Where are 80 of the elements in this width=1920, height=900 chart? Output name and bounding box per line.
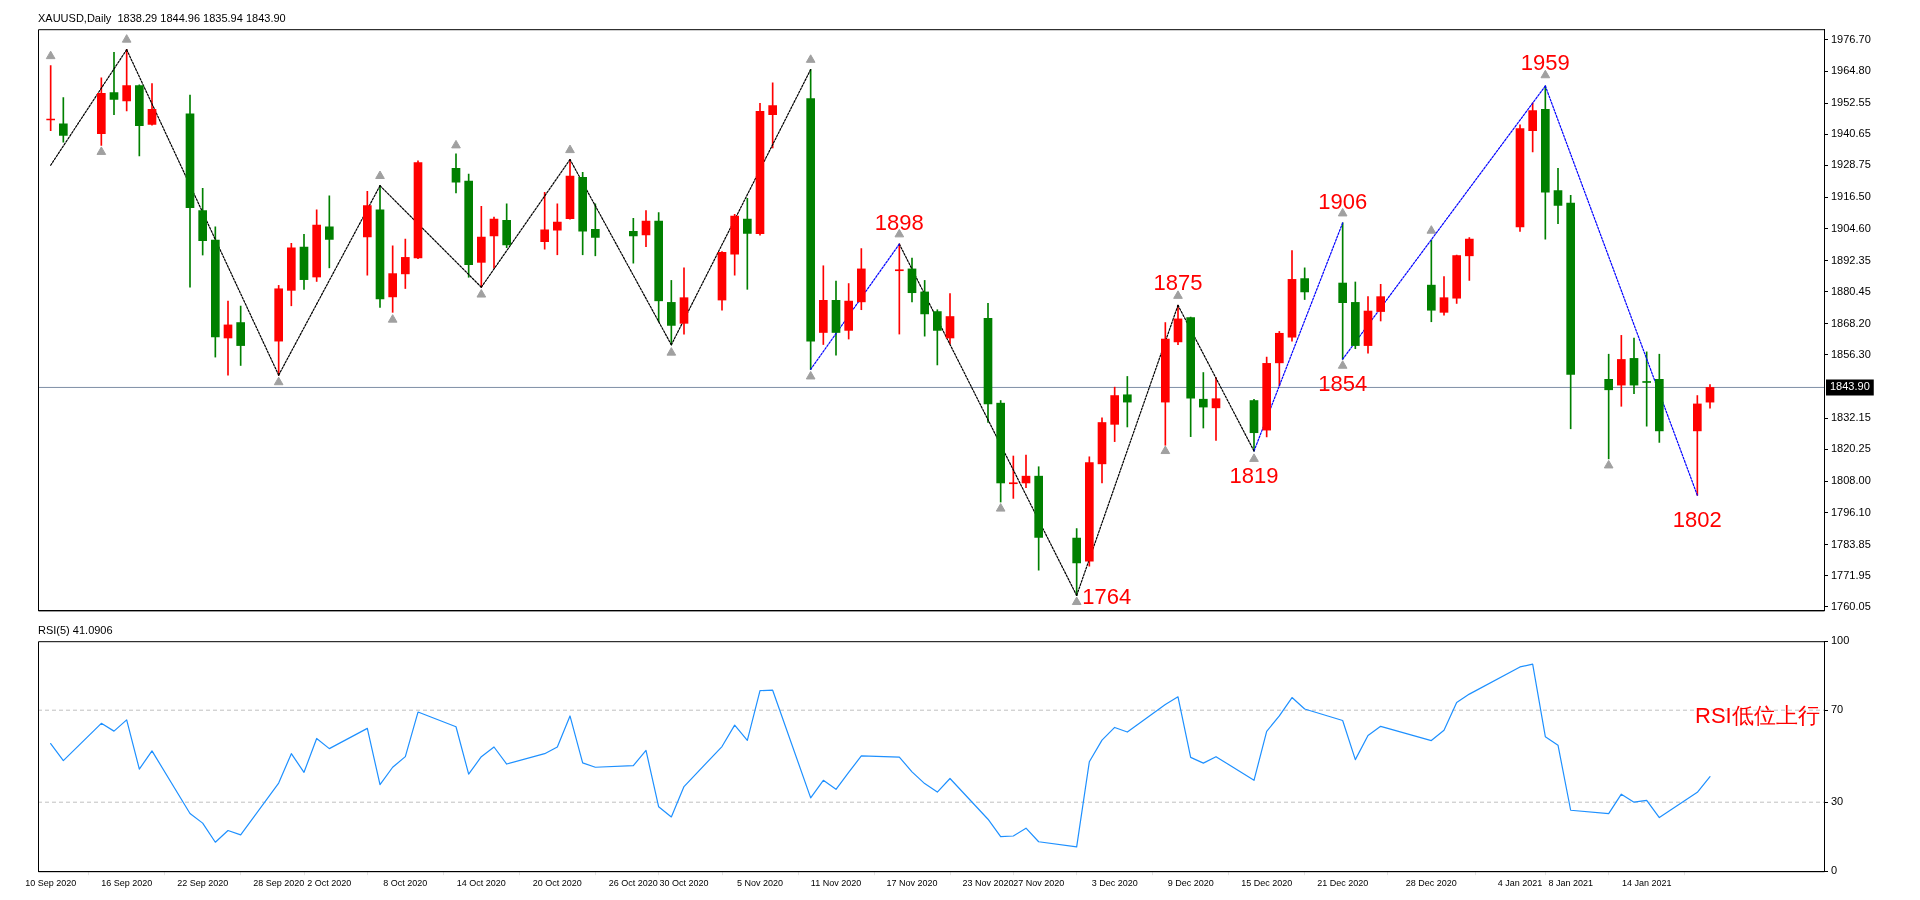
- x-tick-label: 22 Sep 2020: [177, 878, 229, 889]
- point: [1603, 459, 1614, 469]
- y-tick-label: 0: [1831, 864, 1838, 877]
- point: [121, 34, 132, 43]
- x-tick-label: 4 Jan 2021: [1497, 878, 1543, 889]
- annotation: RSI低位上行: [1695, 703, 1820, 729]
- point: [476, 289, 487, 298]
- point: [805, 54, 816, 63]
- y-tick-label: 1856.30: [1831, 348, 1871, 361]
- x-tick-label: 20 Oct 2020: [532, 878, 582, 889]
- x-tick-label: 8 Jan 2021: [1548, 878, 1593, 889]
- x-tick-label: 26 Oct 2020: [608, 878, 658, 889]
- candlestick: [1211, 377, 1221, 441]
- y-tick-label: 1820.25: [1831, 442, 1871, 455]
- x-tick-label: 2 Oct 2020: [307, 878, 352, 889]
- point: [45, 50, 56, 60]
- x-tick-label: 28 Sep 2020: [253, 878, 305, 889]
- annotation: 1959: [1520, 50, 1570, 76]
- x-tick-label: 27 Nov 2020: [1013, 878, 1065, 889]
- y-tick-label: 1892.35: [1831, 253, 1871, 266]
- x-tick-label: 10 Sep 2020: [25, 878, 77, 889]
- annotation: 1875: [1153, 270, 1203, 296]
- y-tick-label: 1952.55: [1831, 96, 1871, 109]
- y-tick-label: 1964.80: [1831, 64, 1871, 77]
- x-tick-label: 15 Dec 2020: [1241, 878, 1293, 889]
- y-tick-label: 1760.05: [1831, 599, 1871, 612]
- annotation: 1819: [1229, 462, 1279, 488]
- annotation: 1802: [1672, 507, 1722, 533]
- y-tick-label: 1796.10: [1831, 505, 1871, 518]
- y-tick-label: 1976.70: [1831, 32, 1871, 45]
- x-tick-label: 11 Nov 2020: [810, 878, 862, 889]
- point: [565, 144, 575, 154]
- x-tick-label: 21 Dec 2020: [1317, 878, 1369, 889]
- x-tick-label: 9 Dec 2020: [1167, 878, 1214, 889]
- x-tick-label: 3 Dec 2020: [1091, 878, 1138, 889]
- point: [1173, 290, 1183, 299]
- x-tick-label: 14 Oct 2020: [456, 878, 506, 889]
- x-tick-label: 23 Nov 2020: [962, 878, 1014, 889]
- point: [451, 139, 461, 149]
- chart-title: XAUUSD,Daily 1838.29 1844.96 1835.94 1843.90: [38, 11, 286, 24]
- point: [1337, 360, 1348, 369]
- y-tick-label: 1808.00: [1831, 474, 1871, 487]
- y-tick-label: 1783.85: [1831, 537, 1871, 550]
- point: [1071, 596, 1082, 606]
- chart-title: RSI(5) 41.0906: [38, 623, 113, 636]
- x-tick-label: 30 Oct 2020: [659, 878, 709, 889]
- ref-line-label: 1843.90: [1830, 380, 1870, 393]
- annotation: 1764: [1082, 584, 1132, 610]
- y-tick-label: 1940.65: [1831, 127, 1871, 140]
- y-tick-label: 1928.75: [1831, 158, 1871, 171]
- y-tick-label: 100: [1831, 634, 1850, 647]
- y-tick-label: 1868.20: [1831, 316, 1871, 329]
- y-tick-label: 1904.60: [1831, 221, 1871, 234]
- point: [96, 146, 107, 155]
- x-tick-label: 17 Nov 2020: [886, 878, 938, 889]
- point: [666, 347, 677, 356]
- annotation: 1854: [1318, 371, 1368, 397]
- annotation: 1898: [874, 209, 924, 235]
- point: [1426, 225, 1437, 234]
- point: [387, 314, 398, 323]
- point: [995, 503, 1006, 512]
- point: [375, 170, 385, 180]
- y-tick-label: 1771.95: [1831, 568, 1871, 581]
- point: [805, 370, 816, 380]
- y-tick-label: 1916.50: [1831, 190, 1871, 203]
- x-tick-label: 8 Oct 2020: [383, 878, 428, 889]
- x-tick-label: 14 Jan 2021: [1621, 878, 1672, 889]
- y-tick-label: 30: [1831, 795, 1844, 808]
- x-tick-label: 5 Nov 2020: [736, 878, 784, 889]
- candlestick: [109, 51, 119, 116]
- y-tick-label: 1832.15: [1831, 411, 1871, 424]
- point: [1540, 69, 1551, 79]
- point: [1160, 445, 1171, 455]
- point: [273, 376, 284, 386]
- annotation: 1906: [1318, 189, 1368, 214]
- x-tick-label: 28 Dec 2020: [1405, 878, 1457, 889]
- x-tick-label: 16 Sep 2020: [101, 878, 153, 889]
- y-tick-label: 1880.45: [1831, 284, 1871, 297]
- y-tick-label: 70: [1831, 703, 1844, 716]
- point: [1249, 453, 1259, 462]
